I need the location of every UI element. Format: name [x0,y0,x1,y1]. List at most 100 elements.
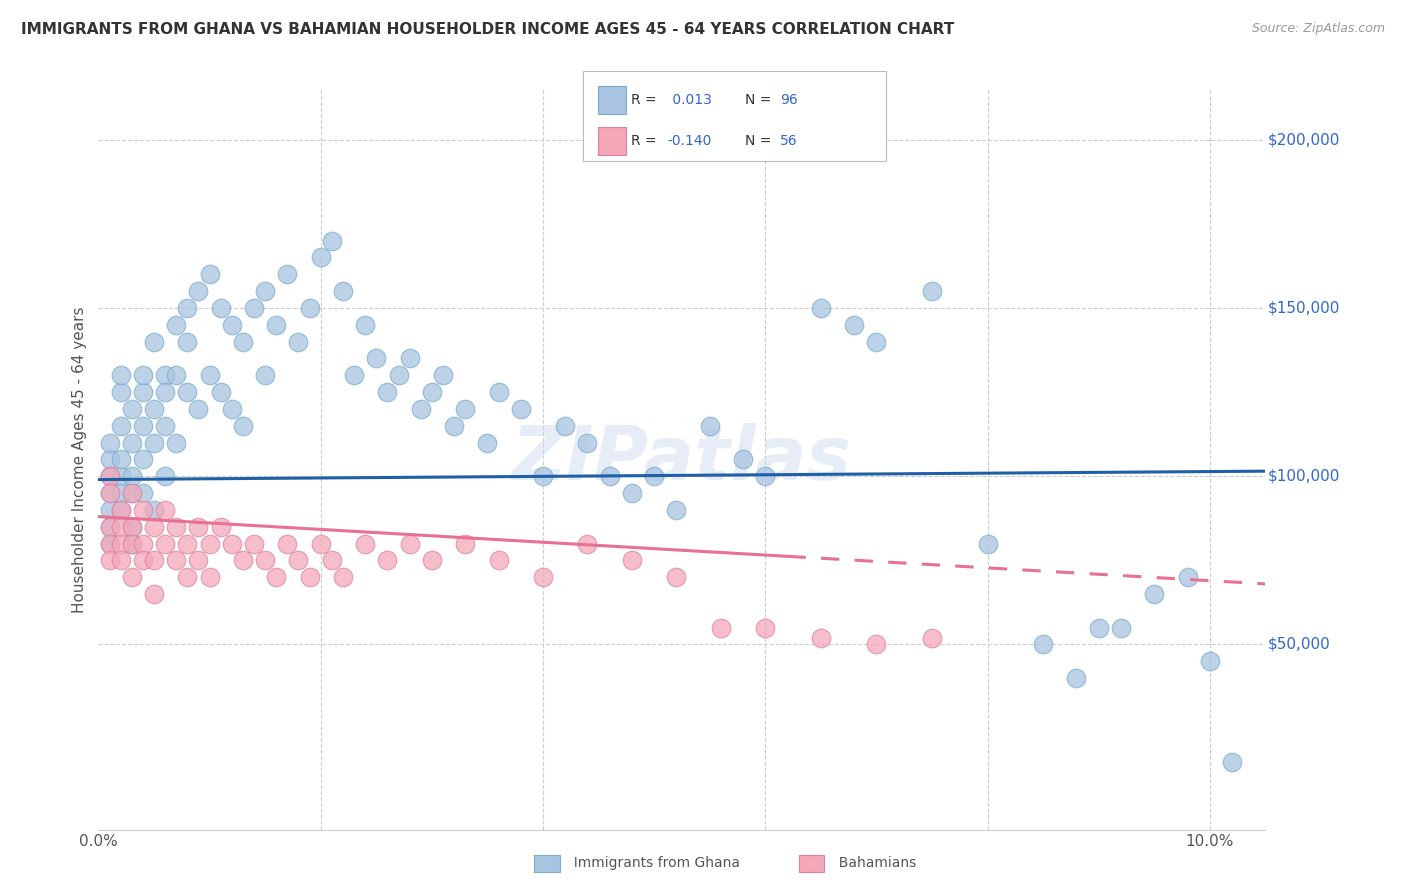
Point [121,570,143,584]
Point [432,368,454,383]
Point [143,553,166,567]
Point [398,351,420,366]
Point [1220,756,1243,770]
Point [1087,621,1109,635]
Point [810,301,832,315]
Point [377,553,399,567]
Point [153,418,176,433]
Point [98,452,121,467]
Point [599,469,621,483]
Point [110,452,132,467]
Point [1177,570,1199,584]
Point [531,570,554,584]
Point [132,486,155,500]
Point [132,418,155,433]
Point [165,318,187,332]
Text: IMMIGRANTS FROM GHANA VS BAHAMIAN HOUSEHOLDER INCOME AGES 45 - 64 YEARS CORRELAT: IMMIGRANTS FROM GHANA VS BAHAMIAN HOUSEH… [21,22,955,37]
Point [354,318,377,332]
Point [132,536,155,550]
Point [232,553,254,567]
Point [1198,654,1220,668]
Point [810,631,832,645]
Point [298,570,321,584]
Point [377,385,399,400]
Point [165,553,187,567]
Point [287,334,309,349]
Point [232,418,254,433]
Point [110,553,132,567]
Point [153,385,176,400]
Point [754,469,776,483]
Point [98,536,121,550]
Point [420,385,443,400]
Text: Bahamians: Bahamians [830,856,915,871]
Point [198,267,221,281]
Point [121,469,143,483]
Point [699,418,721,433]
Point [98,519,121,533]
Y-axis label: Householder Income Ages 45 - 64 years: Householder Income Ages 45 - 64 years [72,306,87,613]
Point [153,536,176,550]
Point [309,536,332,550]
Point [454,536,477,550]
Text: N =: N = [745,134,772,148]
Point [176,334,198,349]
Point [110,418,132,433]
Point [209,519,232,533]
Point [1032,637,1054,651]
Point [110,368,132,383]
Point [132,452,155,467]
Point [332,284,354,298]
Point [132,385,155,400]
Point [187,519,209,533]
Text: ZIPatlas: ZIPatlas [512,423,852,496]
Point [665,570,688,584]
Point [153,503,176,517]
Text: -0.140: -0.140 [668,134,713,148]
Point [187,553,209,567]
Point [488,385,510,400]
Point [176,385,198,400]
Point [254,553,277,567]
Point [121,486,143,500]
Point [844,318,866,332]
Point [264,570,287,584]
Point [531,469,554,483]
Text: $50,000: $50,000 [1268,637,1330,652]
Point [343,368,366,383]
Point [620,486,643,500]
Point [98,486,121,500]
Point [98,486,121,500]
Point [176,536,198,550]
Point [276,267,298,281]
Point [121,401,143,416]
Text: Source: ZipAtlas.com: Source: ZipAtlas.com [1251,22,1385,36]
Point [409,401,432,416]
Point [132,368,155,383]
Point [865,334,887,349]
Point [132,503,155,517]
Text: $100,000: $100,000 [1268,468,1340,483]
Point [309,251,332,265]
Text: 0.013: 0.013 [668,93,711,107]
Point [321,234,343,248]
Point [387,368,409,383]
Point [332,570,354,584]
Point [143,519,166,533]
Point [254,368,277,383]
Point [243,536,266,550]
Point [731,452,754,467]
Text: $150,000: $150,000 [1268,301,1340,316]
Point [209,385,232,400]
Point [98,503,121,517]
Point [132,553,155,567]
Point [143,435,166,450]
Point [354,536,377,550]
Point [454,401,477,416]
Point [110,503,132,517]
Point [420,553,443,567]
Point [1143,587,1166,601]
Text: 56: 56 [780,134,799,148]
Point [221,318,243,332]
Point [98,536,121,550]
